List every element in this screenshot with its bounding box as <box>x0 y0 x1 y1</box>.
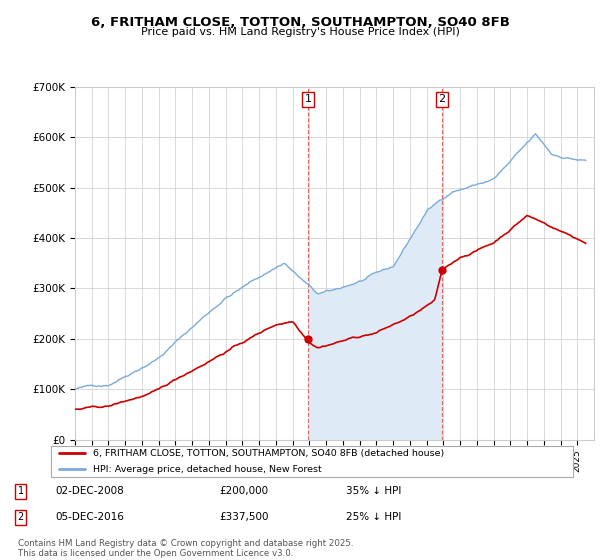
Text: 35% ↓ HPI: 35% ↓ HPI <box>346 486 401 496</box>
Text: Price paid vs. HM Land Registry's House Price Index (HPI): Price paid vs. HM Land Registry's House … <box>140 27 460 37</box>
Text: HPI: Average price, detached house, New Forest: HPI: Average price, detached house, New … <box>93 465 322 474</box>
Text: 02-DEC-2008: 02-DEC-2008 <box>55 486 124 496</box>
Text: 2: 2 <box>17 512 24 522</box>
Text: £200,000: £200,000 <box>220 486 268 496</box>
Text: 1: 1 <box>305 95 311 104</box>
FancyBboxPatch shape <box>50 446 574 477</box>
Text: Contains HM Land Registry data © Crown copyright and database right 2025.
This d: Contains HM Land Registry data © Crown c… <box>18 539 353 558</box>
Text: £337,500: £337,500 <box>220 512 269 522</box>
Text: 25% ↓ HPI: 25% ↓ HPI <box>346 512 401 522</box>
Text: 2: 2 <box>439 95 446 104</box>
Text: 6, FRITHAM CLOSE, TOTTON, SOUTHAMPTON, SO40 8FB: 6, FRITHAM CLOSE, TOTTON, SOUTHAMPTON, S… <box>91 16 509 29</box>
Text: 05-DEC-2016: 05-DEC-2016 <box>55 512 124 522</box>
Text: 1: 1 <box>17 486 24 496</box>
Text: 6, FRITHAM CLOSE, TOTTON, SOUTHAMPTON, SO40 8FB (detached house): 6, FRITHAM CLOSE, TOTTON, SOUTHAMPTON, S… <box>93 449 444 458</box>
